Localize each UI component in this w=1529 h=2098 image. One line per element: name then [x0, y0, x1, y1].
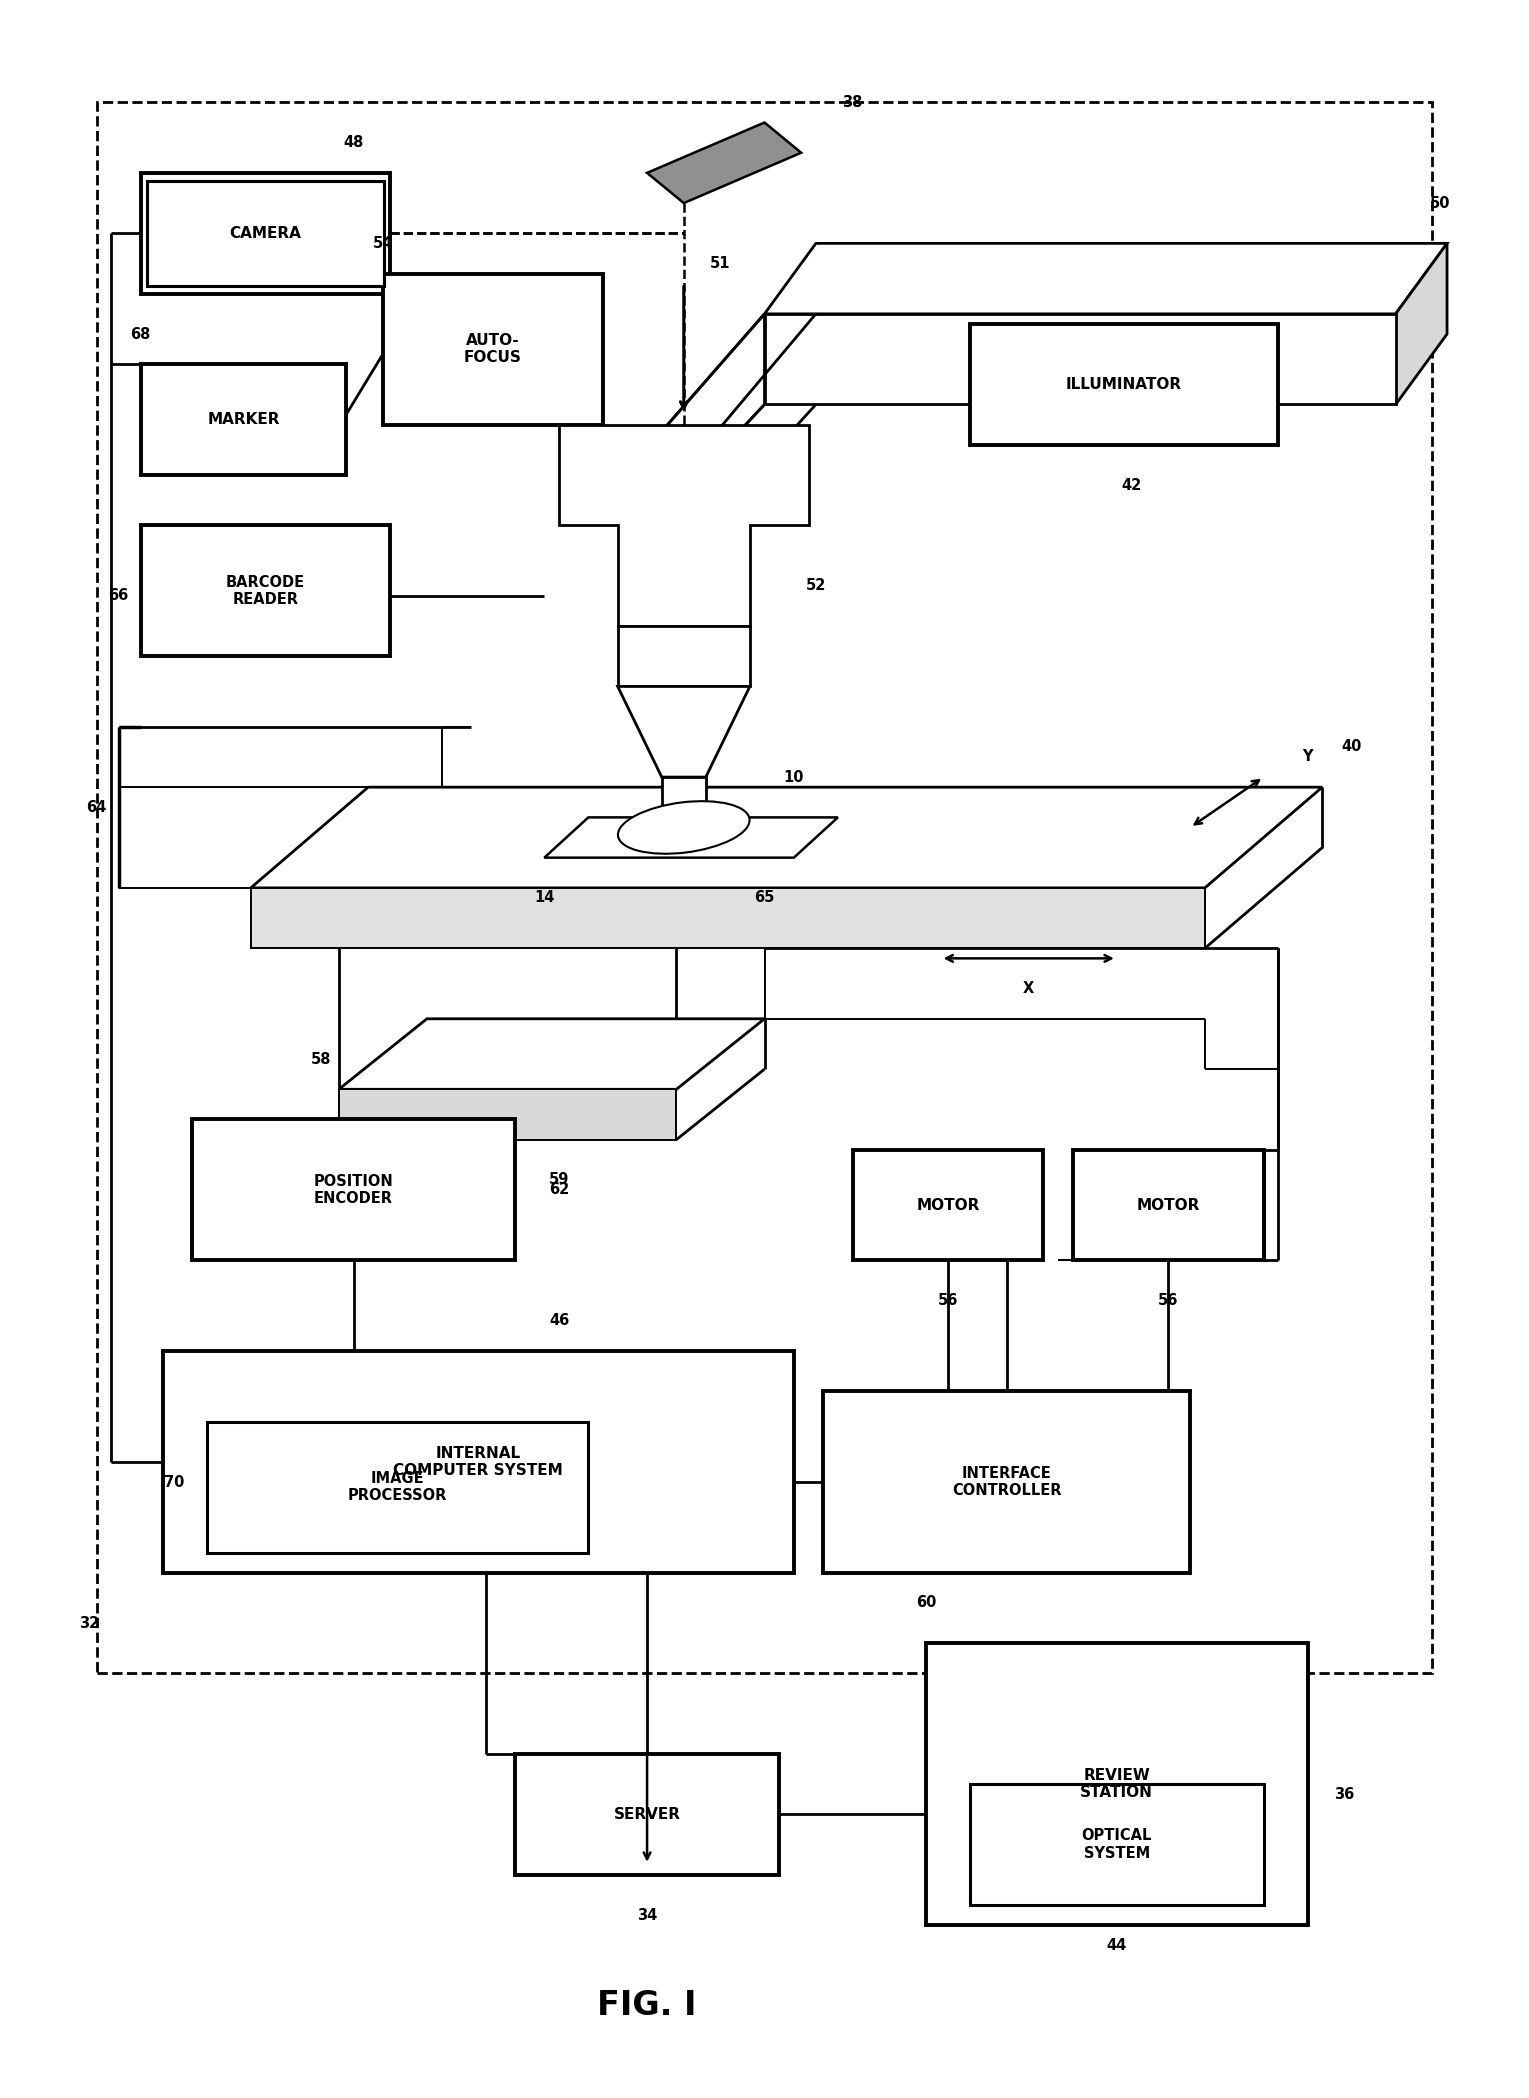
- Text: 40: 40: [1341, 738, 1362, 755]
- Text: 42: 42: [1121, 478, 1142, 493]
- Text: POSITION
ENCODER: POSITION ENCODER: [313, 1173, 393, 1206]
- Text: 54: 54: [373, 235, 393, 252]
- Bar: [141, 365, 346, 474]
- Text: MOTOR: MOTOR: [1136, 1198, 1200, 1213]
- Polygon shape: [251, 887, 1205, 948]
- Text: OPTICAL
SYSTEM: OPTICAL SYSTEM: [1081, 1827, 1151, 1861]
- Text: 46: 46: [549, 1313, 569, 1328]
- Text: 10: 10: [783, 770, 804, 785]
- Bar: [193, 1120, 515, 1261]
- Polygon shape: [1396, 243, 1446, 405]
- Bar: [1073, 1150, 1263, 1261]
- Text: BARCODE
READER: BARCODE READER: [226, 575, 304, 606]
- Text: 70: 70: [164, 1475, 185, 1490]
- Text: REVIEW
STATION: REVIEW STATION: [1081, 1769, 1153, 1800]
- Text: INTERNAL
COMPUTER SYSTEM: INTERNAL COMPUTER SYSTEM: [393, 1446, 563, 1479]
- Text: 59: 59: [549, 1173, 569, 1187]
- Bar: [206, 1422, 589, 1553]
- Bar: [141, 524, 390, 657]
- Bar: [515, 1754, 780, 1876]
- Text: X: X: [1023, 982, 1034, 997]
- Polygon shape: [764, 315, 1396, 405]
- Text: 56: 56: [1157, 1292, 1179, 1309]
- Text: 32: 32: [80, 1615, 99, 1630]
- Polygon shape: [339, 1089, 676, 1139]
- Polygon shape: [251, 787, 1323, 887]
- Text: 56: 56: [937, 1292, 959, 1309]
- Text: MARKER: MARKER: [206, 411, 280, 428]
- Text: ILLUMINATOR: ILLUMINATOR: [1066, 378, 1182, 392]
- Text: CAMERA: CAMERA: [229, 227, 301, 241]
- Text: 34: 34: [638, 1907, 657, 1922]
- Text: 68: 68: [130, 327, 151, 342]
- Text: 64: 64: [87, 799, 107, 814]
- Text: 36: 36: [1335, 1787, 1355, 1802]
- Polygon shape: [560, 424, 809, 625]
- Polygon shape: [764, 243, 1446, 315]
- Text: AUTO-
FOCUS: AUTO- FOCUS: [463, 334, 521, 365]
- Bar: [927, 1643, 1307, 1926]
- Text: INTERFACE
CONTROLLER: INTERFACE CONTROLLER: [953, 1467, 1061, 1498]
- Bar: [969, 323, 1278, 445]
- Bar: [147, 180, 384, 285]
- Text: 66: 66: [109, 587, 128, 604]
- Text: 50: 50: [1430, 195, 1449, 210]
- Text: 51: 51: [709, 256, 731, 271]
- Text: 60: 60: [916, 1594, 936, 1611]
- Text: 52: 52: [806, 579, 826, 594]
- Polygon shape: [662, 776, 706, 827]
- Polygon shape: [339, 1020, 764, 1089]
- Text: 65: 65: [754, 890, 775, 906]
- Text: SERVER: SERVER: [613, 1806, 680, 1821]
- Text: 58: 58: [310, 1051, 332, 1066]
- Text: 48: 48: [344, 134, 364, 151]
- Bar: [96, 103, 1433, 1674]
- Text: 44: 44: [1107, 1939, 1127, 1953]
- Bar: [162, 1351, 794, 1574]
- Text: 62: 62: [549, 1183, 569, 1198]
- Polygon shape: [647, 122, 801, 204]
- Polygon shape: [618, 686, 749, 776]
- Bar: [382, 273, 602, 424]
- Text: MOTOR: MOTOR: [916, 1198, 980, 1213]
- Polygon shape: [544, 818, 838, 858]
- Text: IMAGE
PROCESSOR: IMAGE PROCESSOR: [349, 1471, 446, 1504]
- Polygon shape: [618, 625, 749, 686]
- Polygon shape: [633, 315, 764, 545]
- Bar: [853, 1150, 1043, 1261]
- Text: Y: Y: [1303, 749, 1313, 764]
- Bar: [141, 172, 390, 294]
- Text: 14: 14: [534, 890, 555, 906]
- Text: 38: 38: [842, 94, 862, 109]
- Bar: [969, 1783, 1263, 1905]
- Ellipse shape: [618, 801, 749, 854]
- Text: FIG. I: FIG. I: [598, 1989, 697, 2022]
- Bar: [823, 1391, 1190, 1574]
